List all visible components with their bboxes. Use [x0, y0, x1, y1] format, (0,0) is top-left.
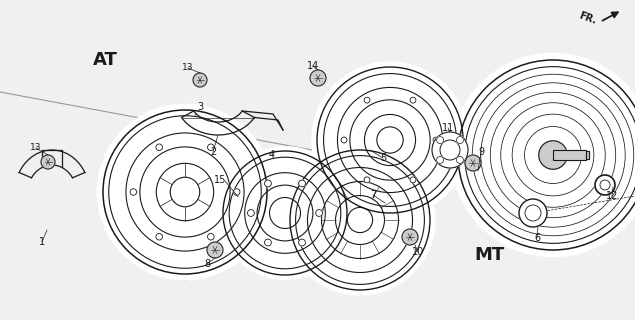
- Text: 15: 15: [214, 175, 226, 185]
- Circle shape: [341, 137, 347, 143]
- Circle shape: [265, 239, 271, 246]
- Circle shape: [457, 137, 464, 144]
- Circle shape: [595, 175, 615, 195]
- Circle shape: [265, 180, 271, 187]
- Text: 8: 8: [204, 259, 210, 269]
- Text: 13: 13: [30, 143, 42, 153]
- Bar: [553, 150, 586, 160]
- Bar: [553, 150, 586, 160]
- Text: 12: 12: [606, 191, 618, 201]
- Circle shape: [130, 189, 137, 195]
- Text: 2: 2: [210, 147, 216, 157]
- Text: 13: 13: [182, 63, 194, 73]
- Circle shape: [402, 229, 418, 245]
- Circle shape: [97, 104, 273, 280]
- Text: FR.: FR.: [578, 10, 598, 26]
- Circle shape: [364, 97, 370, 103]
- Text: 6: 6: [534, 233, 540, 243]
- Text: 3: 3: [197, 102, 203, 112]
- Text: 5: 5: [380, 153, 386, 163]
- Text: 7: 7: [370, 190, 376, 200]
- Text: 1: 1: [39, 237, 45, 247]
- Text: MT: MT: [475, 246, 505, 264]
- Circle shape: [437, 137, 444, 144]
- Circle shape: [156, 144, 163, 150]
- Circle shape: [234, 189, 240, 195]
- Circle shape: [437, 156, 444, 164]
- Text: 4: 4: [269, 150, 275, 160]
- Circle shape: [310, 70, 326, 86]
- Circle shape: [519, 199, 547, 227]
- Circle shape: [193, 73, 207, 87]
- Text: 9: 9: [478, 147, 484, 157]
- Circle shape: [218, 147, 351, 279]
- Circle shape: [538, 141, 567, 169]
- Circle shape: [208, 144, 214, 150]
- Circle shape: [451, 53, 635, 257]
- Bar: [586, 151, 589, 159]
- Circle shape: [432, 132, 468, 168]
- Circle shape: [298, 180, 305, 187]
- Text: 11: 11: [442, 123, 454, 133]
- Circle shape: [410, 177, 416, 183]
- Circle shape: [208, 234, 214, 240]
- Circle shape: [316, 210, 323, 216]
- Bar: [586, 151, 589, 159]
- Text: 10: 10: [412, 247, 424, 257]
- Circle shape: [248, 210, 254, 216]
- Circle shape: [41, 155, 55, 169]
- Circle shape: [312, 62, 468, 218]
- Circle shape: [285, 145, 435, 295]
- Circle shape: [156, 234, 163, 240]
- Circle shape: [364, 177, 370, 183]
- Circle shape: [298, 239, 305, 246]
- Circle shape: [207, 242, 223, 258]
- Circle shape: [457, 156, 464, 164]
- Circle shape: [410, 97, 416, 103]
- Circle shape: [465, 155, 481, 171]
- Text: 14: 14: [307, 61, 319, 71]
- Circle shape: [433, 137, 439, 143]
- Text: AT: AT: [93, 51, 117, 69]
